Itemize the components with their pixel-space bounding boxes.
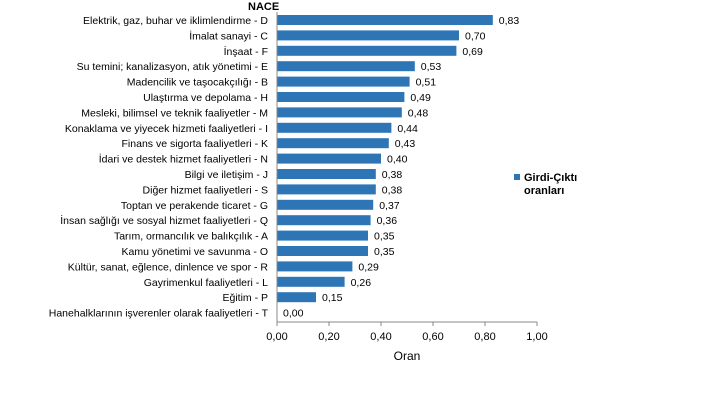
category-label: Kamu yönetimi ve savunma - O — [122, 246, 268, 258]
value-label: 0,48 — [408, 107, 429, 119]
value-label: 0,38 — [382, 184, 403, 196]
category-label: Bilgi ve iletişim - J — [185, 169, 268, 181]
category-label: İnsan sağlığı ve sosyal hizmet faaliyetl… — [60, 214, 268, 227]
bar — [277, 45, 457, 56]
category-label: Konaklama ve yiyecek hizmeti faaliyetler… — [65, 123, 268, 135]
bar — [277, 215, 371, 226]
category-label: Finans ve sigorta faaliyetleri - K — [122, 138, 268, 150]
x-tick-label: 0,20 — [318, 331, 339, 343]
bar — [277, 230, 368, 241]
bar — [277, 184, 376, 195]
legend-label-line1: Girdi-Çıktı — [524, 172, 577, 184]
chart-title: NACE — [248, 1, 279, 13]
value-label: 0,51 — [416, 77, 437, 89]
x-axis-label: Oran — [394, 349, 421, 363]
value-label: 0,36 — [377, 215, 398, 227]
x-tick-label: 0,00 — [266, 331, 287, 343]
category-label: İnşaat - F — [224, 45, 268, 58]
value-label: 0,83 — [499, 15, 520, 27]
category-label: Elektrik, gaz, buhar ve iklimlendirme - … — [83, 15, 268, 27]
value-label: 0,53 — [421, 61, 442, 73]
bar — [277, 246, 368, 256]
bar — [277, 15, 493, 25]
value-label: 0,35 — [374, 246, 395, 258]
category-label: Su temini; kanalizasyon, atık yönetimi -… — [77, 61, 268, 73]
x-tick-label: 1,00 — [526, 331, 547, 343]
value-label: 0,29 — [358, 261, 379, 273]
bar — [277, 61, 415, 72]
category-label: Gayrimenkul faaliyetleri - L — [144, 277, 268, 289]
category-label: Ulaştırma ve depolama - H — [143, 92, 268, 104]
value-label: 0,43 — [395, 138, 416, 150]
category-label: Eğitim - P — [222, 292, 268, 304]
category-label: Madencilik ve taşocakçılığı - B — [127, 77, 268, 89]
category-label: Toptan ve perakende ticaret - G — [121, 200, 268, 212]
bar — [277, 122, 392, 133]
value-label: 0,26 — [351, 277, 372, 289]
bar — [277, 153, 381, 164]
bar — [277, 107, 402, 118]
value-label: 0,49 — [410, 92, 431, 104]
value-label: 0,40 — [387, 154, 408, 166]
bar — [277, 169, 376, 179]
value-label: 0,70 — [465, 30, 486, 42]
bar — [277, 92, 405, 102]
value-label: 0,35 — [374, 231, 395, 243]
value-label: 0,44 — [397, 123, 418, 135]
category-label: Hanehalklarının işverenler olarak faaliy… — [49, 308, 269, 320]
legend: Girdi-Çıktı oranları — [514, 172, 577, 197]
category-label: İdari ve destek hizmet faaliyetleri - N — [99, 153, 268, 166]
bar — [277, 30, 459, 41]
category-label: Mesleki, bilimsel ve teknik faaliyetler … — [81, 107, 268, 119]
value-label: 0,38 — [382, 169, 403, 181]
legend-swatch — [514, 174, 520, 180]
category-label: Tarım, ormancılık ve balıkçılık - A — [114, 231, 268, 243]
value-label: 0,15 — [322, 292, 343, 304]
value-label: 0,00 — [283, 308, 304, 320]
category-label: Diğer hizmet faaliyetleri - S — [143, 184, 268, 196]
value-label: 0,69 — [462, 46, 483, 58]
bar — [277, 292, 316, 303]
bar — [277, 276, 345, 287]
x-tick-label: 0,40 — [370, 331, 391, 343]
bar — [277, 76, 410, 87]
bar — [277, 138, 389, 149]
legend-label-line2: oranları — [524, 185, 564, 197]
bar — [277, 199, 374, 210]
category-label: İmalat sanayi - C — [189, 29, 268, 42]
x-tick-label: 0,80 — [474, 331, 495, 343]
x-tick-label: 0,60 — [422, 331, 443, 343]
value-label: 0,37 — [379, 200, 400, 212]
bar — [277, 261, 353, 272]
category-label: Kültür, sanat, eğlence, dinlence ve spor… — [68, 261, 269, 273]
